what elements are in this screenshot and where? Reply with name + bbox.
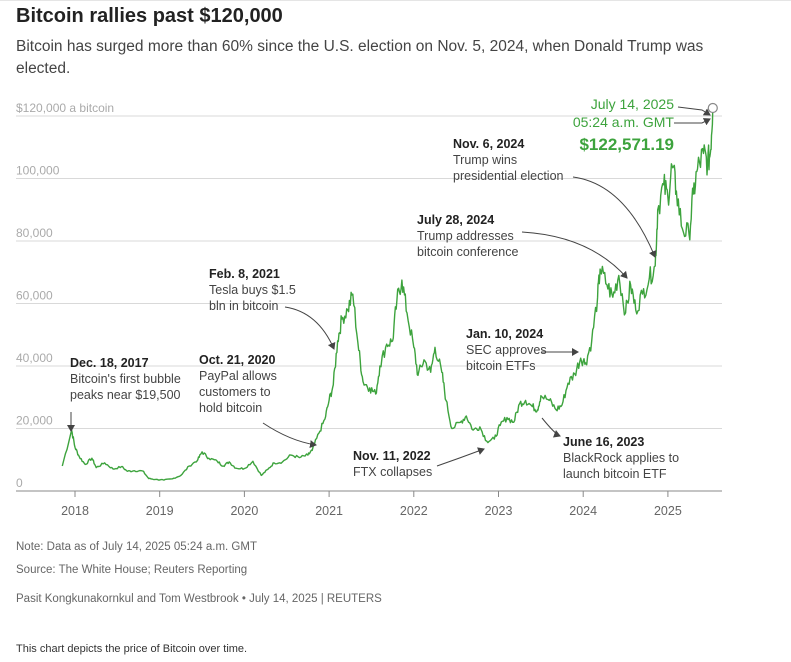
x-tick-label: 2018 (61, 504, 89, 518)
latest-point-marker (707, 102, 718, 114)
annotation-text: bln in bitcoin (209, 299, 279, 313)
x-tick-label: 2023 (485, 504, 513, 518)
x-tick-label: 2020 (230, 504, 258, 518)
annotation-date: July 28, 2024 (417, 213, 494, 227)
annotation-text: SEC approves (466, 343, 547, 357)
y-tick-label: 60,000 (16, 289, 53, 303)
chart-note: Note: Data as of July 14, 2025 05:24 a.m… (16, 541, 257, 553)
x-tick-label: 2022 (400, 504, 428, 518)
y-tick-label: 40,000 (16, 351, 53, 365)
x-tick-label: 2019 (146, 504, 174, 518)
latest-price: $122,571.19 (579, 135, 674, 154)
chart-title: Bitcoin rallies past $120,000 (16, 5, 283, 27)
x-tick-label: 2025 (654, 504, 682, 518)
annotation-text: bitcoin conference (417, 245, 519, 259)
annotation-date: Dec. 18, 2017 (70, 356, 149, 370)
annotation-text: BlackRock applies to (563, 451, 679, 465)
annotation-date: Jan. 10, 2024 (466, 327, 543, 341)
annotation-arrow (436, 447, 485, 467)
annotation-text: bitcoin ETFs (466, 359, 535, 373)
annotation-dec-2017: Dec. 18, 2017 Bitcoin's first bubble peaks… (70, 356, 181, 402)
y-tick-label: 100,000 (16, 164, 60, 178)
annotation-date: Oct. 21, 2020 (199, 353, 275, 367)
annotation-feb-2021: Feb. 8, 2021 Tesla buys $1.5 bln in bitcoi… (209, 267, 296, 313)
chart-subtitle: Bitcoin has surged more than 60% since t… (16, 38, 704, 77)
annotation-arrow (262, 422, 317, 449)
annotation-date: Nov. 11, 2022 (353, 449, 431, 463)
x-axis: 2018 2019 2020 2021 2022 2023 2024 2025 (61, 491, 682, 518)
annotation-date: Feb. 8, 2021 (209, 267, 280, 281)
top-rule (0, 0, 791, 1)
annotation-jan-2024: Jan. 10, 2024 SEC approves bitcoin ETFs (466, 327, 547, 373)
latest-time: 05:24 a.m. GMT (573, 114, 675, 130)
chart-source: Source: The White House; Reuters Reporti… (16, 564, 248, 576)
price-line (61, 107, 714, 481)
annotation-oct-2020: Oct. 21, 2020 PayPal allows customers to ho… (199, 353, 277, 415)
annotation-layer: Dec. 18, 2017 Bitcoin's first bubble peaks… (67, 96, 718, 481)
annotation-arrow (677, 106, 711, 116)
x-tick-label: 2021 (315, 504, 343, 518)
price-line-layer (61, 107, 714, 481)
annotation-text: Trump addresses (417, 229, 514, 243)
annotation-text: Bitcoin's first bubble (70, 372, 181, 386)
annotation-text: customers to (199, 385, 271, 399)
bitcoin-price-chart: $120,000 a bitcoin 100,000 80,000 60,000 40,… (16, 96, 722, 518)
y-tick-label: 20,000 (16, 414, 53, 428)
annotation-nov-2024: Nov. 6, 2024 Trump wins presidential elect… (453, 137, 564, 183)
annotation-arrow (541, 417, 561, 438)
annotation-text: presidential election (453, 169, 564, 183)
chart-byline: Pasit Kongkunakornkul and Tom Westbrook … (16, 593, 382, 605)
annotation-arrow (521, 231, 628, 279)
annotation-arrow (284, 306, 336, 350)
x-tick-label: 2024 (569, 504, 597, 518)
y-tick-label: 80,000 (16, 226, 53, 240)
annotation-jun-2023: June 16, 2023 BlackRock applies to launch … (563, 435, 679, 481)
y-tick-label: $120,000 a bitcoin (16, 101, 114, 115)
latest-date: July 14, 2025 (591, 96, 674, 112)
annotation-text: PayPal allows (199, 369, 277, 383)
annotation-arrow (572, 176, 657, 258)
annotation-date: June 16, 2023 (563, 435, 644, 449)
annotation-nov-2022: Nov. 11, 2022 FTX collapses (353, 449, 432, 479)
annotation-jul-2024: July 28, 2024 Trump addresses bitcoin conf… (417, 213, 519, 259)
annotation-text: Trump wins (453, 153, 517, 167)
annotation-text: hold bitcoin (199, 401, 262, 415)
annotation-text: peaks near $19,500 (70, 388, 181, 402)
annotation-text: Tesla buys $1.5 (209, 283, 296, 297)
latest-value-label: July 14, 2025 05:24 a.m. GMT $122,571.19 (573, 96, 675, 154)
y-tick-label: 0 (16, 476, 23, 490)
annotation-date: Nov. 6, 2024 (453, 137, 524, 151)
annotation-arrow (674, 118, 711, 126)
annotation-text: FTX collapses (353, 465, 432, 479)
annotation-text: launch bitcoin ETF (563, 467, 667, 481)
grid-layer: $120,000 a bitcoin 100,000 80,000 60,000 40,… (16, 101, 722, 492)
chart-description: This chart depicts the price of Bitcoin … (16, 643, 248, 655)
